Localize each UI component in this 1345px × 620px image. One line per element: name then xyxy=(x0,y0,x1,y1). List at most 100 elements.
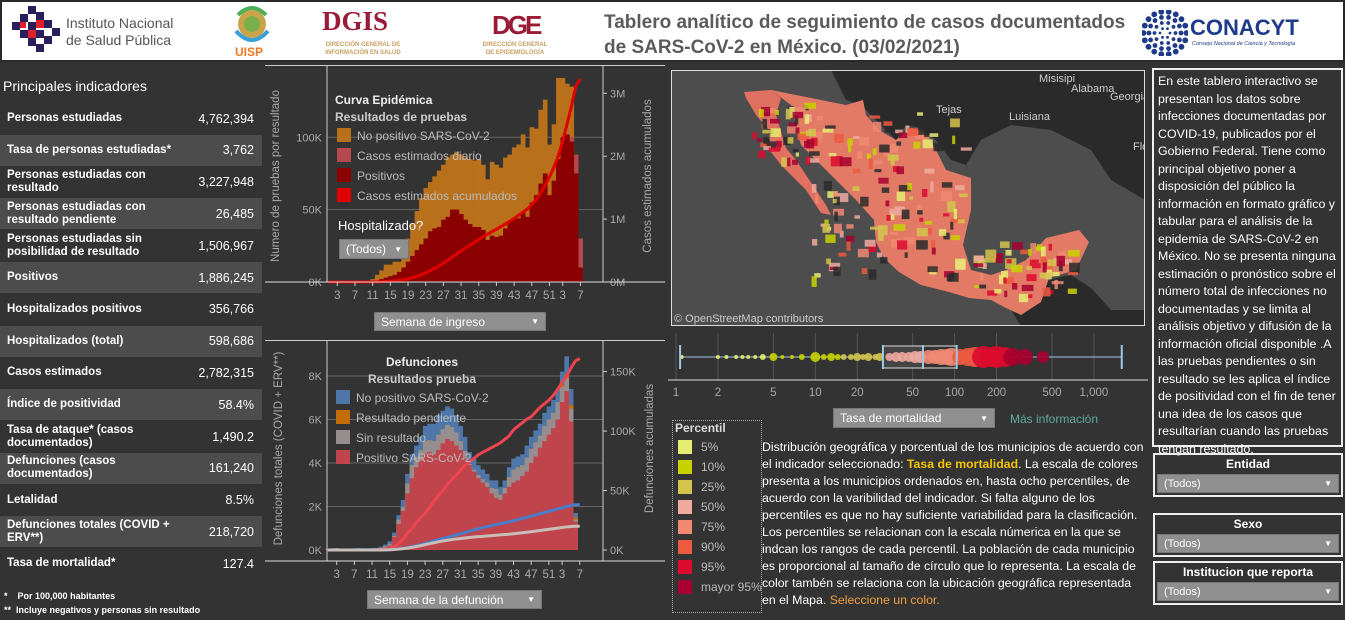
municipality xyxy=(867,154,872,160)
map-attribution[interactable]: © OpenStreetMap contributors xyxy=(674,313,824,325)
bar-positivos xyxy=(419,244,424,282)
municipality-point[interactable] xyxy=(715,355,720,359)
hospitalized-filter-dropdown[interactable]: (Todos) ▼ xyxy=(339,239,409,259)
logo-dot xyxy=(1142,22,1148,29)
municipality-point[interactable] xyxy=(840,354,847,360)
logo-dot xyxy=(1171,37,1176,42)
municipality xyxy=(919,217,924,222)
indicator-row[interactable]: Letalidad 8.5% xyxy=(0,485,262,516)
municipality-point[interactable] xyxy=(724,355,729,359)
indicator-row[interactable]: Personas estudiadas sin posibilidad de r… xyxy=(0,230,262,261)
y-tick-label: 2K xyxy=(309,501,323,513)
logo-dot xyxy=(1161,35,1164,39)
municipality xyxy=(890,213,895,220)
institucion-dropdown[interactable]: (Todos) ▼ xyxy=(1157,582,1339,601)
municipality-point[interactable] xyxy=(827,353,836,361)
y-tick-label: 50K xyxy=(302,205,322,217)
indicator-row[interactable]: Tasa de personas estudiadas* 3,762 xyxy=(0,134,262,166)
indicator-row[interactable]: Tasa de mortalidad* 127.4 xyxy=(0,548,262,579)
sexo-dropdown[interactable]: (Todos) ▼ xyxy=(1157,534,1339,553)
indicator-row[interactable]: Defunciones totales (COVID + ERV**) 218,7… xyxy=(0,516,262,548)
indicator-row[interactable]: Defunciones (casos documentados) 161,240 xyxy=(0,452,262,484)
indicator-row[interactable]: Hospitalizados positivos 356,766 xyxy=(0,294,262,325)
municipality-point[interactable] xyxy=(885,353,894,361)
bar-positivos xyxy=(476,227,482,282)
municipality-point[interactable] xyxy=(746,355,751,359)
municipality-point[interactable] xyxy=(847,354,854,360)
bar-positivos xyxy=(445,216,451,282)
death-week-selector-dropdown[interactable]: Semana de la defunción ▼ xyxy=(367,590,542,609)
municipality-point[interactable] xyxy=(810,352,821,362)
logo-dot xyxy=(1178,43,1185,50)
municipality-point[interactable] xyxy=(780,355,785,359)
description-text: Distribución geográfica y porcentual de … xyxy=(762,440,1144,471)
municipality xyxy=(893,224,906,231)
municipality xyxy=(1005,258,1017,269)
municipality-point[interactable] xyxy=(1036,351,1049,363)
bar-positivos xyxy=(547,195,552,282)
municipality xyxy=(813,132,824,140)
footnote-1: * Por 100,000 habitantes xyxy=(4,591,115,601)
indicator-row[interactable]: Hospitalizados (total) 598,686 xyxy=(0,325,262,357)
bar-positivos xyxy=(578,267,583,282)
municipality-point[interactable] xyxy=(759,354,766,360)
week-selector-dropdown[interactable]: Semana de ingreso ▼ xyxy=(374,312,546,331)
x-tick-label: 15 xyxy=(383,569,396,581)
municipality-point[interactable] xyxy=(753,355,758,359)
more-info-link[interactable]: Más información xyxy=(1010,412,1099,426)
indicator-row[interactable]: Personas estudiadas con resultado 3,227,9… xyxy=(0,167,262,198)
bar-positivos xyxy=(392,274,398,282)
municipality-point[interactable] xyxy=(864,353,873,361)
municipality-point[interactable] xyxy=(853,353,862,361)
legend-label: Resultado pendiente xyxy=(356,411,466,425)
y2-tick-label: 1M xyxy=(610,214,625,226)
indicator-selector-dropdown[interactable]: Tasa de mortalidad ▼ xyxy=(833,408,995,428)
municipality-point[interactable] xyxy=(859,354,866,360)
percentile-item[interactable]: 5% xyxy=(678,440,718,454)
percentile-item[interactable]: 10% xyxy=(678,460,725,474)
municipality-point[interactable] xyxy=(834,354,841,360)
municipality xyxy=(787,137,794,144)
indicator-row[interactable]: Índice de positividad 58.4% xyxy=(0,389,262,421)
municipality-point[interactable] xyxy=(1016,349,1033,365)
percentile-item[interactable]: 25% xyxy=(678,480,725,494)
bar-positivos xyxy=(520,212,526,282)
municipality xyxy=(916,240,928,250)
entidad-dropdown[interactable]: (Todos) ▼ xyxy=(1157,474,1339,493)
municipality-point[interactable] xyxy=(734,355,739,359)
percentile-item[interactable]: mayor 95% xyxy=(678,580,762,594)
municipality xyxy=(868,269,877,280)
distribution-boxplot[interactable]: 1 2 5 10 20 50 100 200 500 1,000 xyxy=(668,333,1148,403)
logo-dot xyxy=(1152,18,1158,23)
percentile-item[interactable]: 95% xyxy=(678,560,725,574)
municipality xyxy=(914,132,925,140)
municipality-point[interactable] xyxy=(1003,348,1022,366)
municipality xyxy=(1042,287,1051,297)
municipality-point[interactable] xyxy=(875,353,884,361)
bar-positivos xyxy=(396,271,402,282)
percentile-item[interactable]: 90% xyxy=(678,540,725,554)
municipality xyxy=(924,220,932,225)
indicator-row[interactable]: Personas estudiadas con resultado pendie… xyxy=(0,198,262,230)
municipality xyxy=(815,194,819,204)
percentile-item[interactable]: 50% xyxy=(678,500,725,514)
indicator-row[interactable]: Positivos 1,886,245 xyxy=(0,262,262,293)
indicator-row[interactable]: Tasa de ataque* (casos documentados) 1,49… xyxy=(0,421,262,452)
municipality-map[interactable]: Tejas Luisiana Misisipi Alabama Georgia … xyxy=(671,70,1145,326)
municipality xyxy=(1042,262,1047,273)
indicator-row[interactable]: Personas estudiadas 4,762,394 xyxy=(0,103,262,134)
percentile-item[interactable]: 75% xyxy=(678,520,725,534)
bar-no-positivo-sars-cov-2 xyxy=(516,144,522,282)
bar-positivos xyxy=(414,250,420,282)
x-tick-label: 51 xyxy=(543,290,556,302)
municipality-point[interactable] xyxy=(820,354,827,360)
indicator-label: Tasa de ataque* (casos documentados) xyxy=(7,423,134,449)
municipality-point[interactable] xyxy=(789,355,794,359)
municipality-point[interactable] xyxy=(769,353,778,361)
municipality-point[interactable] xyxy=(798,354,805,360)
filter-sexo: Sexo (Todos) ▼ xyxy=(1153,513,1343,557)
indicator-row[interactable]: Casos estimados 2,782,315 xyxy=(0,357,262,388)
municipality xyxy=(883,121,893,126)
municipality-point[interactable] xyxy=(740,355,745,359)
municipality xyxy=(1051,281,1064,285)
